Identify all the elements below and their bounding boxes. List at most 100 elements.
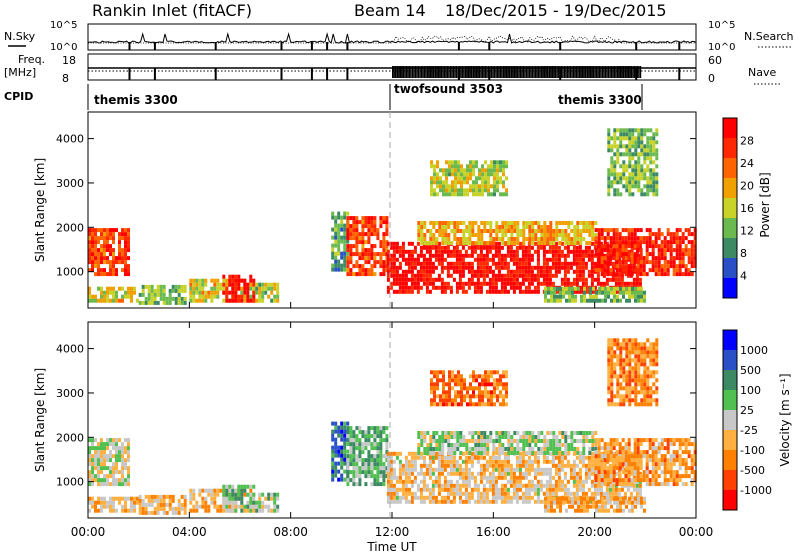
nave-bar (477, 66, 478, 78)
heatmap-cell (399, 254, 402, 258)
heatmap-cell (352, 232, 355, 236)
heatmap-cell (516, 221, 519, 225)
heatmap-cell (607, 256, 610, 260)
heatmap-cell (679, 228, 682, 232)
heatmap-cell (601, 268, 604, 272)
heatmap-cell (355, 248, 358, 252)
heatmap-cell (358, 272, 361, 276)
heatmap-cell (622, 482, 625, 486)
heatmap-cell (555, 447, 558, 451)
heatmap-cell (561, 456, 564, 460)
heatmap-cell (543, 439, 546, 443)
heatmap-cell (601, 462, 604, 466)
heatmap-cell (613, 236, 616, 240)
heatmap-cell (688, 252, 691, 256)
heatmap-cell (370, 458, 373, 462)
heatmap-cell (546, 431, 549, 435)
heatmap-cell (507, 439, 510, 443)
heatmap-cell (655, 176, 658, 180)
heatmap-cell (646, 470, 649, 474)
heatmap-cell (163, 511, 166, 515)
heatmap-cell (658, 264, 661, 268)
heatmap-cell (370, 482, 373, 486)
heatmap-cell (573, 250, 576, 254)
heatmap-cell (483, 484, 486, 488)
heatmap-cell (198, 489, 201, 493)
heatmap-cell (417, 254, 420, 258)
heatmap-cell (382, 478, 385, 482)
heatmap-cell (246, 493, 249, 497)
heatmap-cell (115, 442, 118, 446)
heatmap-cell (337, 478, 340, 482)
heatmap-cell (646, 240, 649, 244)
heatmap-cell (346, 252, 349, 256)
heatmap-cell (94, 509, 97, 513)
heatmap-cell (643, 470, 646, 474)
heatmap-cell (109, 505, 112, 509)
heatmap-cell (573, 278, 576, 282)
heatmap-cell (649, 148, 652, 152)
heatmap-cell (411, 452, 414, 456)
nave-bar (492, 66, 493, 78)
heatmap-cell (543, 270, 546, 274)
heatmap-cell (625, 442, 628, 446)
heatmap-cell (346, 434, 349, 438)
heatmap-cell (411, 484, 414, 488)
heatmap-cell (673, 272, 676, 276)
heatmap-cell (408, 452, 411, 456)
heatmap-cell (637, 172, 640, 176)
heatmap-cell (661, 264, 664, 268)
heatmap-cell (637, 244, 640, 248)
heatmap-cell (192, 489, 195, 493)
heatmap-cell (475, 192, 478, 196)
heatmap-cell (459, 237, 462, 241)
heatmap-cell (528, 447, 531, 451)
heatmap-cell (441, 221, 444, 225)
heatmap-cell (420, 250, 423, 254)
heatmap-cell (379, 462, 382, 466)
heatmap-cell (343, 248, 346, 252)
heatmap-cell (396, 250, 399, 254)
heatmap-cell (109, 509, 112, 513)
heatmap-cell (121, 252, 124, 256)
heatmap-cell (501, 488, 504, 492)
heatmap-cell (430, 188, 433, 192)
heatmap-cell (673, 438, 676, 442)
heatmap-cell (382, 264, 385, 268)
heatmap-cell (637, 299, 640, 303)
heatmap-cell (579, 246, 582, 250)
heatmap-cell (100, 454, 103, 458)
heatmap-cell (483, 229, 486, 233)
heatmap-cell (474, 221, 477, 225)
heatmap-cell (676, 252, 679, 256)
heatmap-cell (453, 460, 456, 464)
heatmap-cell (489, 225, 492, 229)
heatmap-cell (688, 240, 691, 244)
heatmap-cell (604, 454, 607, 458)
heatmap-cell (507, 492, 510, 496)
heatmap-cell (463, 168, 466, 172)
heatmap-cell (331, 268, 334, 272)
heatmap-cell (534, 290, 537, 294)
heatmap-cell (619, 474, 622, 478)
heatmap-cell (112, 272, 115, 276)
heatmap-cell (682, 236, 685, 240)
heatmap-cell (591, 456, 594, 460)
heatmap-cell (607, 260, 610, 264)
heatmap-cell (249, 299, 252, 303)
heatmap-cell (543, 262, 546, 266)
heatmap-cell (358, 430, 361, 434)
heatmap-cell (495, 451, 498, 455)
heatmap-cell (331, 228, 334, 232)
heatmap-cell (429, 282, 432, 286)
heatmap-cell (103, 454, 106, 458)
heatmap-cell (414, 468, 417, 472)
heatmap-cell (355, 442, 358, 446)
heatmap-cell (513, 468, 516, 472)
heatmap-cell (670, 244, 673, 248)
heatmap-cell (588, 431, 591, 435)
heatmap-cell (637, 450, 640, 454)
heatmap-cell (109, 272, 112, 276)
heatmap-cell (573, 480, 576, 484)
heatmap-cell (201, 295, 204, 299)
